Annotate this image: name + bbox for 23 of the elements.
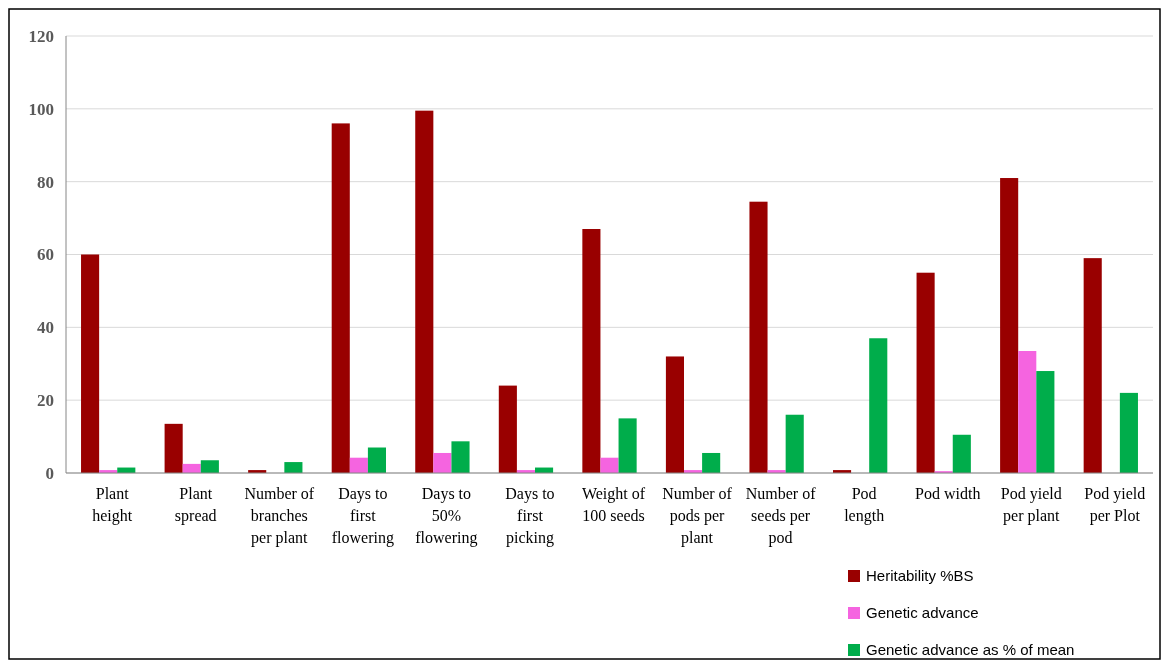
x-tick-label: Pod length: [844, 485, 885, 525]
x-tick-label: Number of branches per plant: [244, 485, 315, 547]
x-tick-label: Pod yield per plant: [1000, 485, 1062, 525]
x-tick-label: Days to first flowering: [331, 485, 394, 547]
x-tick-label: Days to first picking: [505, 485, 555, 547]
x-tick-label: Number of pods per plant: [662, 485, 733, 547]
legend-label: Genetic advance as % of mean: [866, 641, 1075, 659]
x-tick-label: Days to 50% flowering: [415, 485, 478, 547]
x-tick-label: Pod yield per Plot: [1084, 485, 1146, 525]
legend-label: Genetic advance: [866, 604, 979, 622]
y-tick-label: 40: [37, 318, 54, 338]
y-tick-label: 60: [37, 245, 54, 265]
x-tick-label: Pod width: [915, 485, 981, 502]
y-tick-label: 100: [28, 99, 54, 119]
x-tick-label: Plant height: [92, 485, 133, 525]
legend-label: Heritability %BS: [866, 567, 974, 585]
y-tick-label: 120: [28, 26, 54, 46]
x-tick-label: Weight of 100 seeds: [581, 485, 646, 524]
y-tick-label: 20: [37, 391, 54, 411]
x-tick-label: Number of seeds per pod: [745, 485, 817, 547]
y-tick-label: 0: [45, 463, 54, 483]
x-tick-label: Plant spread: [174, 485, 217, 525]
y-tick-label: 80: [37, 172, 54, 192]
